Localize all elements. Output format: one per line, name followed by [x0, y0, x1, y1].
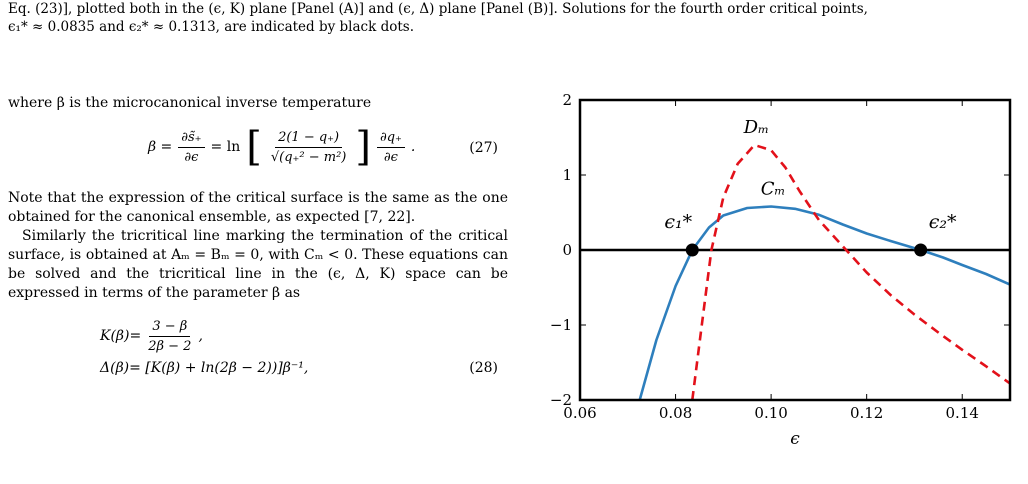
- text-column: where β is the microcanonical inverse te…: [8, 94, 508, 381]
- series-line-cm: [638, 205, 1010, 400]
- x-tick-label: 0.06: [563, 404, 596, 422]
- y-tick-label: 2: [562, 91, 572, 109]
- x-tick-label: 0.08: [659, 404, 692, 422]
- phase-diagram-chart: 0.06 0.08 0.10 0.12 0.14 2 1 0 −1 −2 Dₘ Cₘ ϵ₁* ϵ₂* ϵ: [550, 91, 1012, 449]
- equation-28: K(β)= 3 − β 2β − 2 , Δ(β)= [K(β) + ln(2β…: [100, 319, 498, 376]
- intro-sentence: where β is the microcanonical inverse te…: [8, 95, 372, 111]
- figure-panel: 0.06 0.08 0.10 0.12 0.14 2 1 0 −1 −2 Dₘ Cₘ ϵ₁* ϵ₂* ϵ: [536, 88, 1020, 476]
- eq28-k-lhs: K(β)=: [100, 328, 142, 344]
- eq27-derivative-q: ∂q₊ ∂ϵ: [376, 128, 405, 167]
- y-tick-label: −2: [550, 391, 572, 409]
- eq28-delta-line: Δ(β)= [K(β) + ln(2β − 2))]β⁻¹,: [100, 360, 309, 376]
- caption-line-2: ϵ₁* ≈ 0.0835 and ϵ₂* ≈ 0.1313, are indic…: [8, 19, 414, 35]
- eq28-number: (28): [469, 360, 498, 376]
- x-tick-label: 0.10: [754, 404, 787, 422]
- plot-frame: [578, 98, 1012, 402]
- x-axis-label: ϵ: [790, 429, 800, 449]
- critical-point-dot: [914, 243, 928, 257]
- eq28-k-fraction: 3 − β 2β − 2: [148, 319, 192, 354]
- caption-line-1: Eq. (23)], plotted both in the (ϵ, K) pl…: [8, 1, 868, 17]
- x-tick-label: 0.14: [946, 404, 979, 422]
- critical-point-label: ϵ₂*: [929, 211, 957, 233]
- series-line-dm: [691, 143, 1010, 400]
- figure-caption: Eq. (23)], plotted both in the (ϵ, K) pl…: [8, 0, 1020, 36]
- paragraph-critical-surface: Note that the expression of the critical…: [8, 190, 508, 225]
- paragraph-tricritical-line: Similarly the tricritical line marking t…: [8, 228, 508, 301]
- eq27-bracket-left: [: [246, 124, 262, 170]
- equation-27: β = ∂s̃₊ ∂ϵ = ln [ 2(1 − q₊) √(q₊² − m²)…: [148, 124, 498, 170]
- y-tick-label: −1: [550, 316, 572, 334]
- eq27-derivative-s: ∂s̃₊ ∂ϵ: [178, 128, 205, 167]
- critical-point-label: ϵ₁*: [664, 211, 692, 233]
- x-tick-label: 0.12: [850, 404, 883, 422]
- critical-point-dot: [685, 243, 699, 257]
- curve-label-cm: Cₘ: [761, 179, 786, 200]
- eq27-number: (27): [469, 140, 498, 156]
- eq27-log-argument: 2(1 − q₊) √(q₊² − m²): [270, 129, 347, 165]
- eq27-bracket-right: ]: [355, 124, 371, 170]
- eq27-ln: = ln: [210, 138, 241, 155]
- eq27-lhs: β =: [148, 138, 173, 155]
- y-tick-label: 1: [562, 166, 572, 184]
- curve-label-dm: Dₘ: [743, 117, 769, 138]
- y-tick-label: 0: [562, 241, 572, 259]
